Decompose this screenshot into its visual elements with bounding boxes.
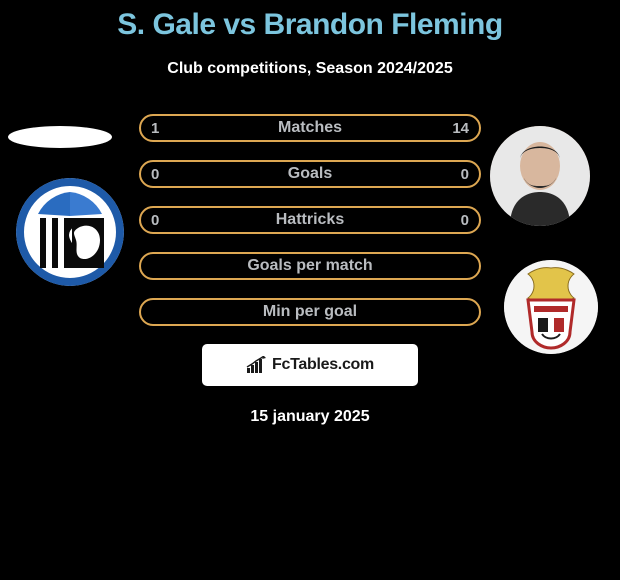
date-text: 15 january 2025 — [250, 408, 369, 426]
stat-row-hattricks: 0 Hattricks 0 — [139, 206, 481, 234]
club-right-crest — [504, 260, 598, 354]
stat-label: Goals — [288, 165, 332, 183]
player-right-avatar — [490, 126, 590, 226]
fctables-badge[interactable]: FcTables.com — [202, 344, 418, 386]
page-title: S. Gale vs Brandon Fleming — [117, 8, 502, 42]
stat-row-min-per-goal: Min per goal — [139, 298, 481, 326]
bar-chart-icon — [246, 356, 268, 374]
stat-label: Hattricks — [276, 211, 344, 229]
stat-right-value: 14 — [452, 120, 469, 137]
stat-label: Goals per match — [247, 257, 372, 275]
stat-row-matches: 1 Matches 14 — [139, 114, 481, 142]
player-left-avatar — [8, 126, 112, 148]
club-left-crest — [16, 178, 124, 286]
stat-right-value: 0 — [461, 166, 469, 183]
stat-label: Matches — [278, 119, 342, 137]
stat-label: Min per goal — [263, 303, 357, 321]
stat-row-goals-per-match: Goals per match — [139, 252, 481, 280]
stat-right-value: 0 — [461, 212, 469, 229]
stat-left-value: 1 — [151, 120, 159, 137]
stat-left-value: 0 — [151, 212, 159, 229]
subtitle: Club competitions, Season 2024/2025 — [167, 60, 452, 78]
stat-row-goals: 0 Goals 0 — [139, 160, 481, 188]
stat-left-value: 0 — [151, 166, 159, 183]
badge-text: FcTables.com — [272, 356, 374, 374]
